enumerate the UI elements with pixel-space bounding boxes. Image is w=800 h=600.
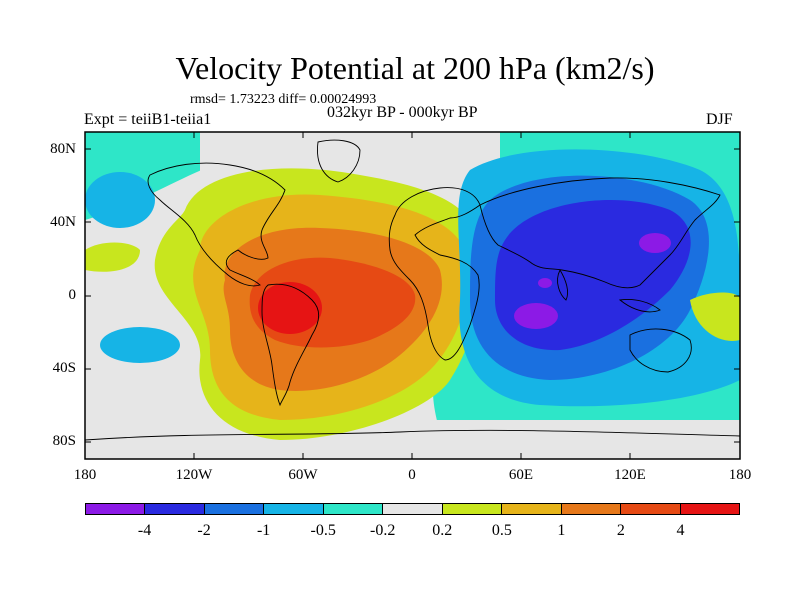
season-label: DJF	[706, 111, 733, 128]
axis-ticks	[85, 132, 740, 459]
colorbar-tick-label: -4	[137, 522, 152, 539]
colorbar-swatch	[323, 504, 384, 514]
colorbar-swatch	[383, 504, 443, 514]
coastlines	[85, 139, 740, 441]
colorbar-swatch	[621, 504, 681, 514]
colorbar-tick-label: -1	[256, 522, 271, 539]
lat-label-40s: 40S	[52, 360, 76, 376]
colorbar-swatch	[561, 504, 622, 514]
lon-label-180e: 180	[728, 467, 752, 483]
colorbar-swatch	[680, 504, 739, 514]
colorbar-tick-label: 1	[557, 522, 566, 539]
colorbar-swatch	[502, 504, 562, 514]
colorbar-tick-label: 0.5	[491, 522, 512, 539]
plot-title: Velocity Potential at 200 hPa (km2/s)	[175, 50, 655, 86]
stats-label: rmsd= 1.73223 diff= 0.00024993	[190, 92, 377, 107]
colorbar-swatch	[442, 504, 503, 514]
colorbar-swatch	[204, 504, 265, 514]
lon-label-120w: 120W	[175, 467, 213, 483]
lon-label-60w: 60W	[288, 467, 318, 483]
lon-label-120e: 120E	[614, 467, 646, 483]
colorbar-swatch	[264, 504, 324, 514]
period-label: 032kyr BP - 000kyr BP	[327, 104, 478, 121]
lat-label-40n: 40N	[50, 214, 76, 230]
colorbar-tick-label: 0.2	[432, 522, 453, 539]
colorbar-tick-label: 2	[616, 522, 625, 539]
colorbar-tick-label: -0.5	[310, 522, 336, 539]
lon-label-60e: 60E	[508, 467, 534, 483]
lat-label-80n: 80N	[50, 141, 76, 157]
lat-label-80s: 80S	[52, 433, 76, 449]
velocity-potential-field	[85, 132, 740, 459]
colorbar-tick-label: -0.2	[370, 522, 396, 539]
lon-label-180w: 180	[73, 467, 97, 483]
colorbar-swatch	[145, 504, 205, 514]
lat-label-0: 0	[68, 287, 77, 303]
colorbar-tick-label: -2	[197, 522, 211, 539]
colorbar-tick-label: 4	[676, 522, 685, 539]
colorbar	[85, 503, 740, 515]
lon-label-0: 0	[408, 467, 416, 483]
colorbar-swatch	[86, 504, 146, 514]
experiment-label: Expt = teiiB1-teiia1	[84, 111, 212, 128]
